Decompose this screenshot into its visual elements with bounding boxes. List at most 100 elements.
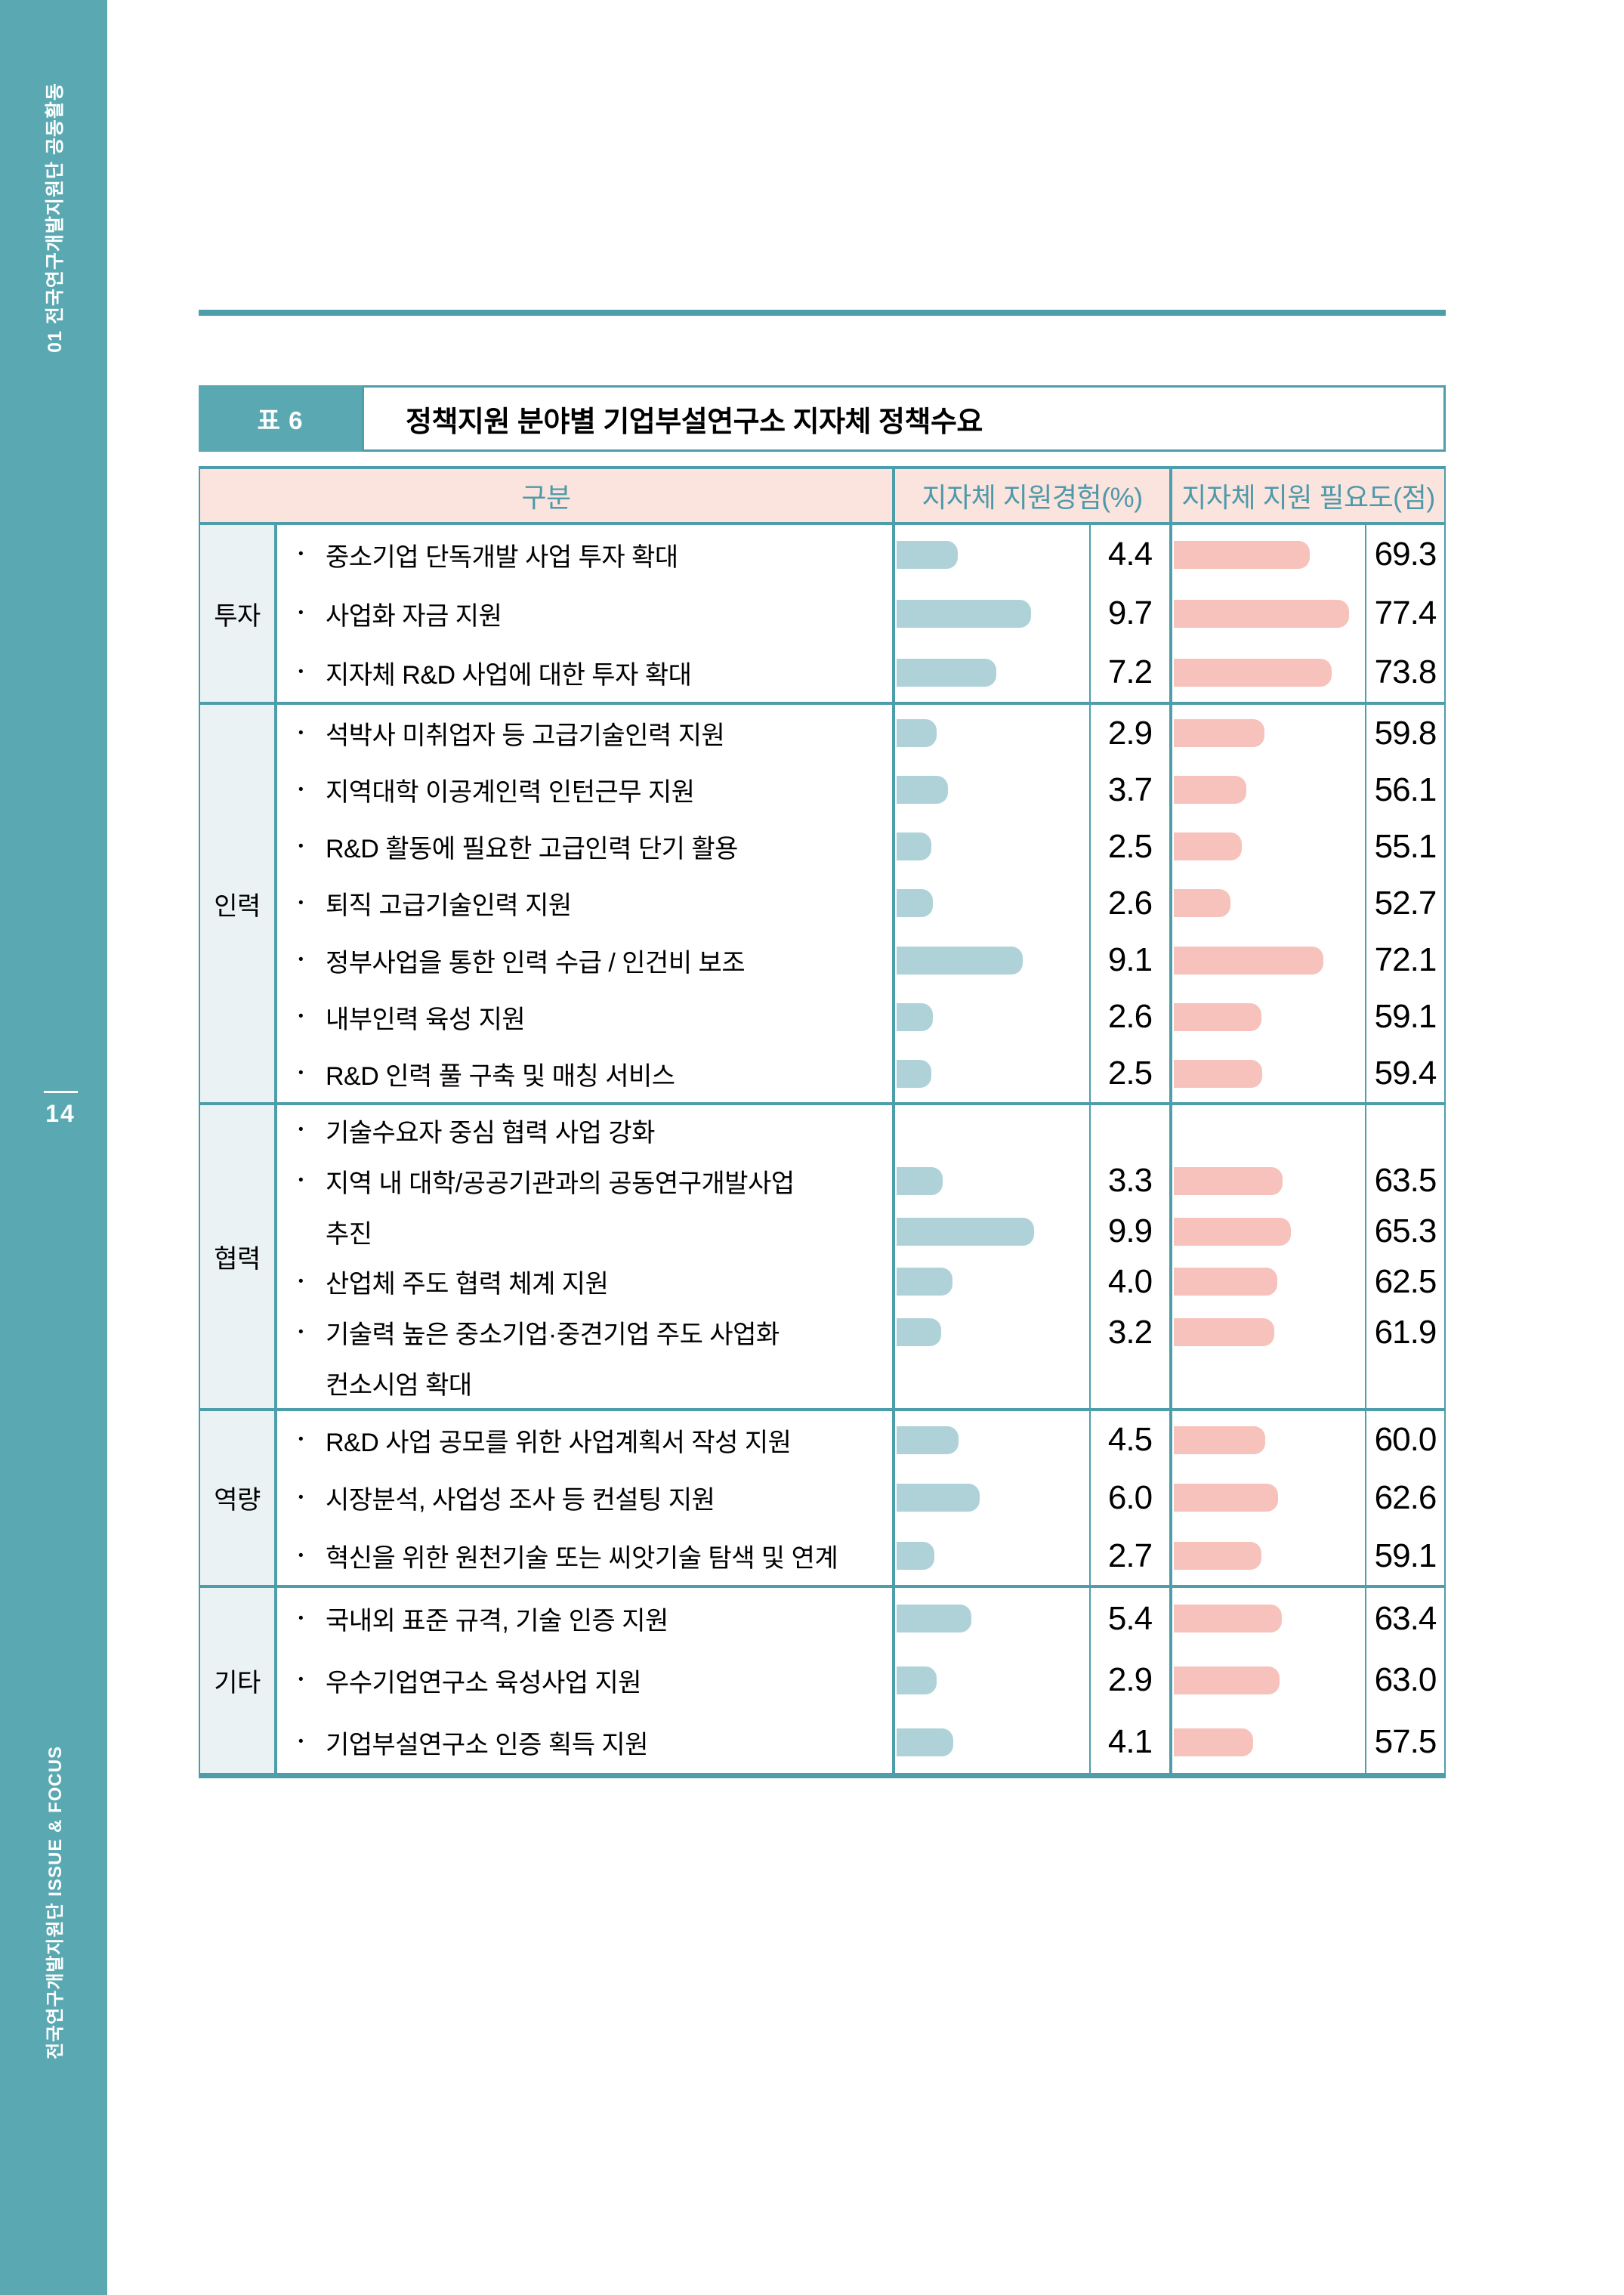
sidebar-chapter-label: 01 전국연구개발지원단 공동활동 — [0, 82, 107, 353]
experience-bar-cell — [892, 1527, 1089, 1585]
need-bar — [1174, 1605, 1282, 1633]
need-value: 59.4 — [1365, 1045, 1444, 1102]
category-cell: 기타 — [200, 1588, 277, 1773]
item-cell: • 기술력 높은 중소기업·중견기업 주도 사업화 — [277, 1307, 892, 1358]
experience-bar — [897, 1484, 980, 1512]
item-text: R&D 사업 공모를 위한 사업계획서 작성 지원 — [326, 1428, 792, 1457]
item-cell: • 중소기업 단독개발 사업 투자 확대 — [277, 525, 892, 584]
bullet-icon: • — [298, 1547, 304, 1564]
experience-bar-cell — [892, 1411, 1089, 1469]
item-cell: • 지역대학 이공계인력 인턴근무 지원 — [277, 761, 892, 818]
need-value: 60.0 — [1365, 1411, 1444, 1469]
table-header-row: 구분 지자체 지원경험(%) 지자체 지원 필요도(점) — [200, 466, 1444, 525]
item-cell: •추진 — [277, 1206, 892, 1257]
item-cell: • 사업화 자금 지원 — [277, 584, 892, 643]
table-tag: 표 6 — [199, 385, 362, 452]
category-cell: 인력 — [200, 705, 277, 1102]
need-bar — [1174, 1217, 1291, 1246]
bullet-icon: • — [298, 1065, 304, 1082]
header-category: 구분 — [521, 482, 571, 513]
bullet-icon: • — [298, 1610, 304, 1626]
experience-bar — [897, 1002, 933, 1031]
experience-value: 9.9 — [1089, 1206, 1169, 1257]
section-협력: 협력 • 기술수요자 중심 협력 사업 강화 • 지역 내 대학/공공기관과의 공동연구… — [200, 1105, 1444, 1411]
need-value: 69.3 — [1365, 525, 1444, 584]
need-value: 73.8 — [1365, 643, 1444, 702]
item-cell: •컨소시엄 확대 — [277, 1358, 892, 1408]
bullet-icon: • — [298, 664, 304, 680]
item-text: 내부인력 육성 지원 — [326, 1005, 526, 1034]
category-cell: 협력 — [200, 1105, 277, 1408]
bullet-icon: • — [298, 724, 304, 741]
item-text: 지역대학 이공계인력 인턴근무 지원 — [326, 778, 695, 808]
experience-value: 3.7 — [1089, 761, 1169, 819]
need-value: 72.1 — [1365, 931, 1444, 989]
need-bar — [1174, 889, 1230, 918]
need-bar — [1174, 1318, 1275, 1347]
experience-bar-cell — [892, 1588, 1089, 1650]
need-bar — [1174, 719, 1264, 748]
experience-bar-cell — [892, 875, 1089, 932]
experience-bar-cell — [892, 1469, 1089, 1527]
experience-bar — [897, 889, 933, 918]
experience-bar — [897, 1318, 941, 1347]
need-bar-cell — [1169, 1358, 1365, 1408]
experience-bar — [897, 1542, 934, 1571]
experience-bar — [897, 1728, 954, 1756]
experience-bar — [897, 1059, 931, 1088]
item-text: 기술력 높은 중소기업·중견기업 주도 사업화 — [326, 1320, 780, 1350]
item-text: 지자체 R&D 사업에 대한 투자 확대 — [326, 660, 692, 690]
experience-value: 4.5 — [1089, 1411, 1169, 1469]
bullet-icon: • — [298, 838, 304, 854]
experience-value: 9.1 — [1089, 931, 1169, 989]
experience-value: 2.6 — [1089, 875, 1169, 932]
experience-bar-cell — [892, 1105, 1089, 1156]
item-text: 혁신을 위한 원천기술 또는 씨앗기술 탐색 및 연계 — [326, 1544, 838, 1574]
header-need: 지자체 지원 필요도(점) — [1169, 469, 1444, 522]
page-number-rule — [43, 1091, 78, 1093]
experience-bar-cell — [892, 1307, 1089, 1358]
need-value: 62.6 — [1365, 1469, 1444, 1527]
experience-bar — [897, 719, 937, 748]
experience-bar — [897, 776, 948, 805]
need-bar — [1174, 832, 1242, 861]
item-text: R&D 인력 풀 구축 및 매칭 서비스 — [326, 1061, 675, 1091]
item-cell: • 퇴직 고급기술인력 지원 — [277, 875, 892, 931]
top-rule — [199, 310, 1446, 316]
experience-bar-cell — [892, 1711, 1089, 1773]
category-cell: 역량 — [200, 1411, 277, 1585]
item-cell: • 국내외 표준 규격, 기술 인증 지원 — [277, 1588, 892, 1650]
need-value: 63.5 — [1365, 1155, 1444, 1206]
experience-bar-cell — [892, 1256, 1089, 1308]
experience-value: 4.1 — [1089, 1711, 1169, 1773]
item-cell: • 석박사 미취업자 등 고급기술인력 지원 — [277, 705, 892, 761]
experience-bar-cell — [892, 705, 1089, 762]
need-bar-cell — [1169, 1588, 1365, 1650]
need-bar — [1174, 658, 1332, 687]
need-value: 56.1 — [1365, 761, 1444, 819]
bullet-icon: • — [298, 894, 304, 911]
need-value — [1365, 1358, 1444, 1408]
need-value: 59.1 — [1365, 988, 1444, 1046]
item-text: 석박사 미취업자 등 고급기술인력 지원 — [326, 721, 725, 751]
bullet-icon: • — [298, 1273, 304, 1290]
bullet-icon: • — [298, 1172, 304, 1189]
experience-value: 9.7 — [1089, 584, 1169, 643]
need-bar — [1174, 1542, 1261, 1571]
experience-value: 6.0 — [1089, 1469, 1169, 1527]
sidebar: 01 전국연구개발지원단 공동활동 14 전국연구개발지원단 ISSUE & F… — [0, 0, 107, 2295]
item-cell: • 내부인력 육성 지원 — [277, 989, 892, 1046]
experience-bar-cell — [892, 1155, 1089, 1206]
experience-bar-cell — [892, 931, 1089, 989]
need-bar — [1174, 1666, 1280, 1694]
need-value: 63.0 — [1365, 1649, 1444, 1712]
need-value: 59.8 — [1365, 705, 1444, 762]
need-bar — [1174, 1166, 1283, 1195]
policy-demand-table: 구분 지자체 지원경험(%) 지자체 지원 필요도(점) 투자 • 중소기업 단독개… — [199, 466, 1446, 1778]
need-bar — [1174, 776, 1247, 805]
item-cell: • 기술수요자 중심 협력 사업 강화 — [277, 1105, 892, 1156]
experience-bar-cell — [892, 988, 1089, 1046]
table-title: 정책지원 분야별 기업부설연구소 지자체 정책수요 — [406, 406, 983, 438]
item-text: 산업체 주도 협력 체계 지원 — [326, 1270, 609, 1299]
